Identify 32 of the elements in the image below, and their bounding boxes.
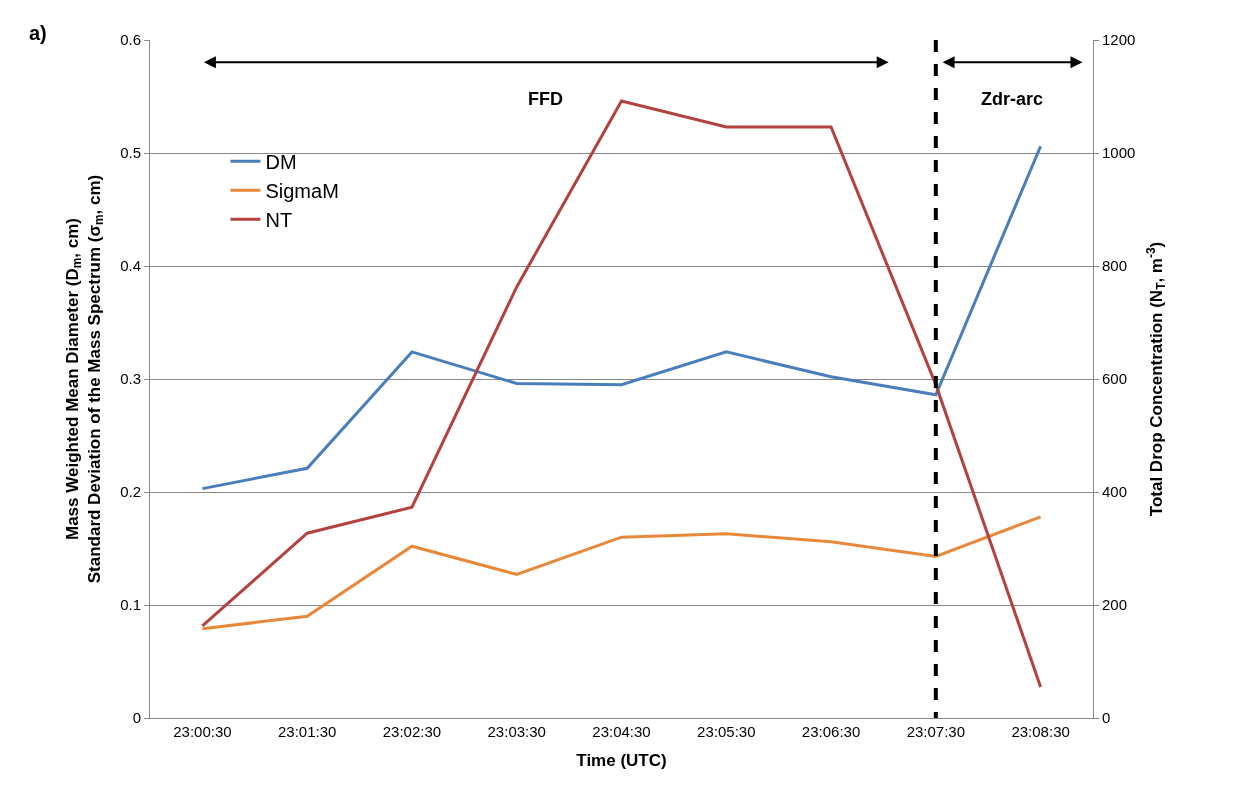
x-tick-label: 23:06:30 bbox=[801, 723, 861, 740]
x-tick-label: 23:01:30 bbox=[277, 723, 337, 740]
y2-tick-label: 1200 bbox=[1102, 31, 1136, 49]
legend-label: DM bbox=[265, 151, 297, 173]
legend-label: NT bbox=[265, 209, 293, 231]
y-tick-label: 0.1 bbox=[120, 596, 141, 614]
y-tick-label: 0.3 bbox=[120, 370, 141, 388]
x-tick-label: 23:07:30 bbox=[906, 723, 966, 740]
x-tick-label: 23:03:30 bbox=[487, 723, 546, 740]
y-tick-label: 0.2 bbox=[120, 483, 141, 501]
x-tick-label: 23:00:30 bbox=[173, 723, 232, 740]
x-tick-label: 23:08:30 bbox=[1011, 723, 1070, 740]
y2-tick-label: 200 bbox=[1102, 596, 1128, 614]
y-tick-label: 0 bbox=[132, 709, 141, 727]
text: a) bbox=[29, 22, 47, 44]
y2-tick-label: 600 bbox=[1102, 370, 1128, 388]
y2-tick-label: 0 bbox=[1102, 709, 1111, 727]
y-tick-label: 0.6 bbox=[120, 31, 141, 49]
x-axis-title: Time (UTC) bbox=[576, 751, 667, 771]
annotation: FFD bbox=[528, 89, 563, 109]
x-tick-label: 23:02:30 bbox=[382, 723, 442, 740]
line-series bbox=[200, 515, 1043, 631]
y2-tick-label: 400 bbox=[1102, 483, 1128, 501]
y-tick-label: 0.5 bbox=[120, 144, 141, 162]
y-tick-label: 0.4 bbox=[120, 257, 141, 275]
y2-tick-label: 800 bbox=[1102, 257, 1128, 275]
y2-tick-label: 1000 bbox=[1102, 144, 1136, 162]
annotation: Zdr-arc bbox=[981, 89, 1044, 109]
line-series bbox=[200, 144, 1043, 491]
legend-label: SigmaM bbox=[265, 180, 339, 202]
x-tick-label: 23:05:30 bbox=[697, 723, 756, 740]
x-tick-label: 23:04:30 bbox=[592, 723, 651, 740]
